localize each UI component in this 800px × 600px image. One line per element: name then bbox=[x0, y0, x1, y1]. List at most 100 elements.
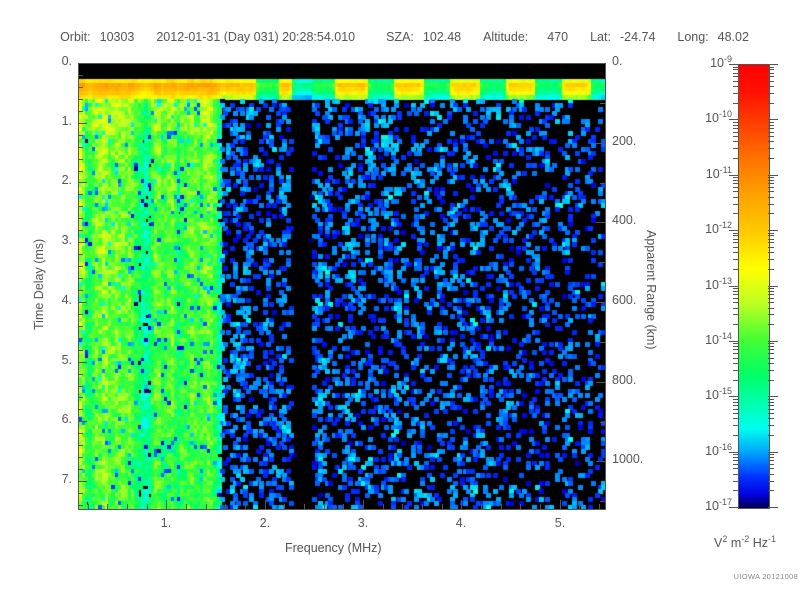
header-long-value: 48.02 bbox=[717, 30, 749, 44]
colorbar-minor-tick-left bbox=[733, 122, 739, 123]
y-axis-minor-tick-left bbox=[78, 159, 83, 160]
x-axis-tick-label: 5. bbox=[554, 516, 566, 530]
colorbar-units-text: V2 m-2 Hz-1 bbox=[713, 534, 777, 551]
x-axis-title: Frequency (MHz) bbox=[285, 541, 382, 555]
y-axis-tick-label-right: 0. bbox=[612, 54, 623, 68]
header-orbit-value: 10303 bbox=[99, 30, 135, 44]
x-axis-major-tick bbox=[461, 500, 462, 509]
x-axis-minor-tick bbox=[186, 504, 187, 509]
colorbar-major-tick-left bbox=[729, 507, 739, 508]
colorbar-minor-tick-left bbox=[733, 353, 739, 354]
colorbar-minor-tick-left bbox=[733, 136, 739, 137]
y-axis-tick-label-left: 5. bbox=[61, 353, 72, 367]
colorbar-minor-tick-right bbox=[768, 252, 774, 253]
x-axis-minor-tick bbox=[599, 504, 600, 509]
colorbar-minor-tick-left bbox=[733, 86, 739, 87]
colorbar-minor-tick-right bbox=[768, 314, 774, 315]
colorbar-minor-tick-right bbox=[768, 468, 774, 469]
colorbar-major-tick-right bbox=[768, 64, 778, 65]
colorbar-minor-tick-right bbox=[768, 346, 774, 347]
colorbar-major-tick-right bbox=[768, 119, 778, 120]
colorbar-minor-tick-right bbox=[768, 73, 774, 74]
colorbar-units-label: V2 m-2 Hz-1 bbox=[690, 534, 800, 550]
y-axis-major-tick-left bbox=[78, 242, 87, 243]
x-axis-major-tick bbox=[265, 500, 266, 509]
y-axis-major-tick-right bbox=[596, 143, 605, 144]
x-axis-minor-tick bbox=[422, 504, 423, 509]
y-axis-minor-tick-left bbox=[78, 218, 83, 219]
colorbar-minor-tick-right bbox=[768, 125, 774, 126]
colorbar-minor-tick-left bbox=[733, 247, 739, 248]
colorbar-minor-tick-right bbox=[768, 418, 774, 419]
y-axis-minor-tick-left bbox=[78, 206, 83, 207]
colorbar-minor-tick-right bbox=[768, 242, 774, 243]
colorbar-minor-tick-left bbox=[733, 346, 739, 347]
y-axis-minor-tick-left bbox=[78, 326, 83, 327]
colorbar-minor-tick-right bbox=[768, 409, 774, 410]
colorbar-minor-tick-left bbox=[733, 73, 739, 74]
colorbar-minor-tick-left bbox=[733, 177, 739, 178]
y-axis-minor-tick-left bbox=[78, 87, 83, 88]
colorbar-tick-label: 10-15 bbox=[705, 386, 732, 403]
colorbar-minor-tick-right bbox=[768, 269, 774, 270]
colorbar-minor-tick-left bbox=[733, 197, 739, 198]
colorbar-minor-tick-left bbox=[733, 204, 739, 205]
colorbar-minor-tick-right bbox=[768, 288, 774, 289]
colorbar-minor-tick-right bbox=[768, 464, 774, 465]
x-axis-minor-tick bbox=[579, 504, 580, 509]
x-axis-major-tick bbox=[166, 500, 167, 509]
colorbar-minor-tick-left bbox=[733, 125, 739, 126]
y-axis-minor-tick-left bbox=[78, 230, 83, 231]
header-lat: Lat: bbox=[590, 30, 611, 44]
colorbar-minor-tick-right bbox=[768, 132, 774, 133]
colorbar-minor-tick-right bbox=[768, 177, 774, 178]
colorbar-minor-tick-left bbox=[733, 67, 739, 68]
x-axis-tick-label: 1. bbox=[160, 516, 172, 530]
x-axis-minor-tick bbox=[147, 504, 148, 509]
header-long: Long: bbox=[677, 30, 709, 44]
colorbar-minor-tick-right bbox=[768, 402, 774, 403]
y-axis-minor-tick-left bbox=[78, 75, 83, 76]
x-axis-minor-tick bbox=[324, 504, 325, 509]
colorbar-minor-tick-right bbox=[768, 158, 774, 159]
header-orbit: Orbit: bbox=[60, 30, 91, 44]
y-axis-minor-tick-left bbox=[78, 409, 83, 410]
ionogram-heatmap-canvas bbox=[79, 64, 605, 509]
colorbar-minor-tick-right bbox=[768, 302, 774, 303]
y-axis-tick-label-right: 800. bbox=[612, 373, 637, 387]
colorbar-minor-tick-right bbox=[768, 363, 774, 364]
y-axis-tick-label-right: 1000. bbox=[612, 452, 644, 466]
colorbar-minor-tick-left bbox=[733, 269, 739, 270]
x-axis-minor-tick bbox=[520, 504, 521, 509]
colorbar-minor-tick-right bbox=[768, 460, 774, 461]
y-axis-major-tick-right bbox=[596, 382, 605, 383]
colorbar-major-tick-left bbox=[729, 175, 739, 176]
colorbar-major-tick-right bbox=[768, 341, 778, 342]
y-axis-major-tick-right bbox=[596, 302, 605, 303]
colorbar-minor-tick-right bbox=[768, 86, 774, 87]
colorbar-minor-tick-left bbox=[733, 128, 739, 129]
colorbar-minor-tick-left bbox=[733, 93, 739, 94]
y-axis-minor-tick-left bbox=[78, 505, 83, 506]
y-axis-minor-tick-left bbox=[78, 99, 83, 100]
y-axis-tick-label-right: 600. bbox=[612, 293, 637, 307]
x-axis-minor-tick bbox=[304, 504, 305, 509]
colorbar-minor-tick-left bbox=[733, 187, 739, 188]
y-axis-minor-tick-left bbox=[78, 290, 83, 291]
y-axis-minor-tick-right bbox=[600, 103, 605, 104]
colorbar-minor-tick-left bbox=[733, 343, 739, 344]
y-axis-minor-tick-left bbox=[78, 314, 83, 315]
header-lat-value: -24.74 bbox=[619, 30, 656, 44]
colorbar-minor-tick-right bbox=[768, 204, 774, 205]
colorbar-minor-tick-left bbox=[733, 235, 739, 236]
colorbar-gradient bbox=[739, 65, 769, 508]
y-axis-tick-label-left: 4. bbox=[61, 293, 72, 307]
y-axis-minor-tick-left bbox=[78, 457, 83, 458]
y-axis-minor-tick-left bbox=[78, 386, 83, 387]
colorbar-minor-tick-left bbox=[733, 308, 739, 309]
colorbar-minor-tick-right bbox=[768, 247, 774, 248]
y-axis-minor-tick-left bbox=[78, 147, 83, 148]
y-axis-minor-tick-right bbox=[600, 183, 605, 184]
colorbar-minor-tick-left bbox=[733, 191, 739, 192]
